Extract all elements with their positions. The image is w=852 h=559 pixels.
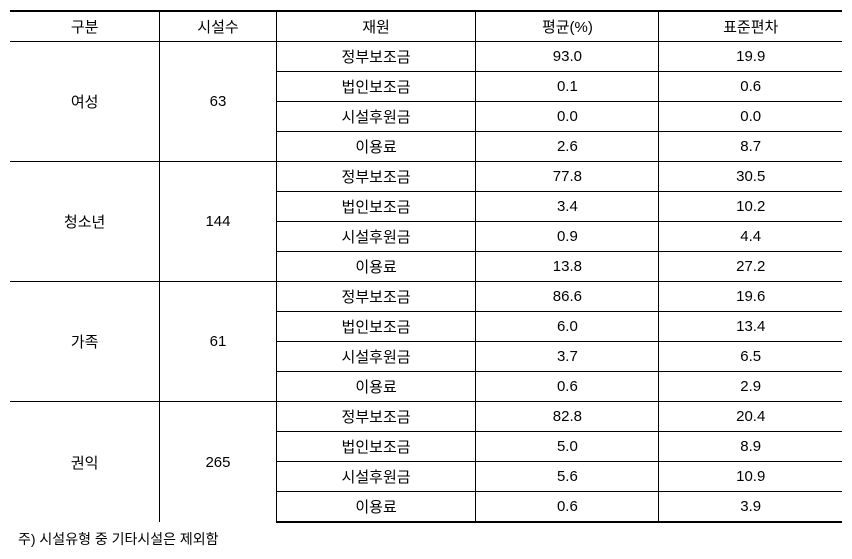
funding-table: 구분시설수재원평균(%)표준편차 여성63정부보조금93.019.9법인보조금0… bbox=[10, 10, 842, 523]
avg-cell: 13.8 bbox=[476, 252, 659, 282]
std-cell: 2.9 bbox=[659, 372, 842, 402]
table-header: 구분시설수재원평균(%)표준편차 bbox=[10, 11, 842, 42]
std-cell: 3.9 bbox=[659, 492, 842, 523]
count-cell: 63 bbox=[160, 42, 276, 162]
std-cell: 8.9 bbox=[659, 432, 842, 462]
header-std: 표준편차 bbox=[659, 11, 842, 42]
header-source: 재원 bbox=[276, 11, 476, 42]
avg-cell: 82.8 bbox=[476, 402, 659, 432]
std-cell: 19.6 bbox=[659, 282, 842, 312]
table-row: 가족61정부보조금86.619.6 bbox=[10, 282, 842, 312]
table-row: 권익265정부보조금82.820.4 bbox=[10, 402, 842, 432]
std-cell: 10.9 bbox=[659, 462, 842, 492]
header-avg: 평균(%) bbox=[476, 11, 659, 42]
avg-cell: 93.0 bbox=[476, 42, 659, 72]
avg-cell: 86.6 bbox=[476, 282, 659, 312]
avg-cell: 0.6 bbox=[476, 372, 659, 402]
source-cell: 정부보조금 bbox=[276, 282, 476, 312]
std-cell: 20.4 bbox=[659, 402, 842, 432]
std-cell: 10.2 bbox=[659, 192, 842, 222]
header-category: 구분 bbox=[10, 11, 160, 42]
footnote: 주) 시설유형 중 기타시설은 제외함 bbox=[10, 529, 842, 549]
avg-cell: 0.1 bbox=[476, 72, 659, 102]
source-cell: 이용료 bbox=[276, 372, 476, 402]
category-cell: 여성 bbox=[10, 42, 160, 162]
count-cell: 144 bbox=[160, 162, 276, 282]
std-cell: 0.6 bbox=[659, 72, 842, 102]
avg-cell: 5.6 bbox=[476, 462, 659, 492]
table-body: 여성63정부보조금93.019.9법인보조금0.10.6시설후원금0.00.0이… bbox=[10, 42, 842, 523]
source-cell: 정부보조금 bbox=[276, 162, 476, 192]
avg-cell: 0.0 bbox=[476, 102, 659, 132]
source-cell: 시설후원금 bbox=[276, 462, 476, 492]
source-cell: 법인보조금 bbox=[276, 72, 476, 102]
std-cell: 30.5 bbox=[659, 162, 842, 192]
avg-cell: 3.4 bbox=[476, 192, 659, 222]
avg-cell: 77.8 bbox=[476, 162, 659, 192]
std-cell: 0.0 bbox=[659, 102, 842, 132]
source-cell: 법인보조금 bbox=[276, 312, 476, 342]
source-cell: 시설후원금 bbox=[276, 102, 476, 132]
avg-cell: 6.0 bbox=[476, 312, 659, 342]
avg-cell: 5.0 bbox=[476, 432, 659, 462]
count-cell: 61 bbox=[160, 282, 276, 402]
avg-cell: 3.7 bbox=[476, 342, 659, 372]
source-cell: 정부보조금 bbox=[276, 42, 476, 72]
std-cell: 8.7 bbox=[659, 132, 842, 162]
avg-cell: 0.9 bbox=[476, 222, 659, 252]
std-cell: 4.4 bbox=[659, 222, 842, 252]
std-cell: 19.9 bbox=[659, 42, 842, 72]
table-row: 여성63정부보조금93.019.9 bbox=[10, 42, 842, 72]
source-cell: 이용료 bbox=[276, 252, 476, 282]
source-cell: 시설후원금 bbox=[276, 342, 476, 372]
avg-cell: 0.6 bbox=[476, 492, 659, 523]
header-count: 시설수 bbox=[160, 11, 276, 42]
avg-cell: 2.6 bbox=[476, 132, 659, 162]
source-cell: 법인보조금 bbox=[276, 192, 476, 222]
category-cell: 권익 bbox=[10, 402, 160, 523]
source-cell: 이용료 bbox=[276, 132, 476, 162]
category-cell: 청소년 bbox=[10, 162, 160, 282]
category-cell: 가족 bbox=[10, 282, 160, 402]
count-cell: 265 bbox=[160, 402, 276, 523]
std-cell: 27.2 bbox=[659, 252, 842, 282]
source-cell: 정부보조금 bbox=[276, 402, 476, 432]
std-cell: 13.4 bbox=[659, 312, 842, 342]
source-cell: 이용료 bbox=[276, 492, 476, 523]
std-cell: 6.5 bbox=[659, 342, 842, 372]
source-cell: 시설후원금 bbox=[276, 222, 476, 252]
table-row: 청소년144정부보조금77.830.5 bbox=[10, 162, 842, 192]
source-cell: 법인보조금 bbox=[276, 432, 476, 462]
